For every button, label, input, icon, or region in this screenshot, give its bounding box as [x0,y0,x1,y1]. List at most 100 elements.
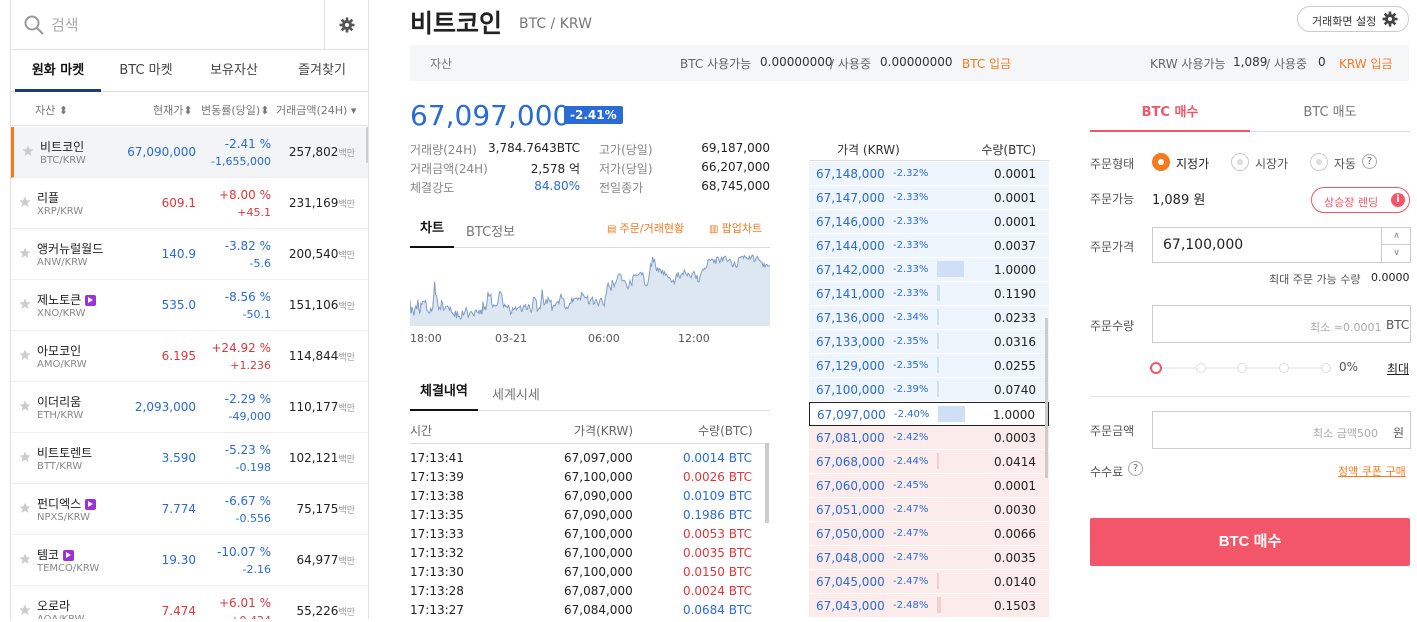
orderbook-row[interactable]: 67,146,000 -2.33% 0.0001 [809,210,1049,234]
coin-row[interactable]: 리플 XRP/KRW 609.1 +8.00 % +45.1 231,169백만 [11,178,368,229]
star-icon[interactable] [22,145,34,157]
tab-krw-market[interactable]: 원화 마켓 [15,50,101,92]
col-price[interactable]: 현재가⬍ [153,104,193,117]
star-icon[interactable] [19,247,31,259]
search-input[interactable] [51,12,311,38]
orderbook-row[interactable]: 67,148,000 -2.32% 0.0001 [809,162,1049,186]
tab-trades[interactable]: 체결내역 [410,377,478,411]
orderbook-row[interactable]: 67,048,000 -2.47% 0.0035 [809,546,1049,570]
orderbook-row[interactable]: 67,068,000 -2.44% 0.0414 [809,450,1049,474]
orderbook-row[interactable]: 67,045,000 -2.47% 0.0140 [809,570,1049,594]
star-icon[interactable] [19,502,31,514]
ob-qty: 0.0740 [994,383,1036,397]
popup-chart-link[interactable]: ▥ 팝업차트 [709,220,762,236]
orderbook-row[interactable]: 67,043,000 -2.48% 0.1503 [809,594,1049,618]
trade-time: 17:13:28 [410,584,464,598]
gear-icon [1382,11,1398,27]
coin-row[interactable]: 이더리움 ETH/KRW 2,093,000 -2.29 % -49,000 1… [11,382,368,433]
order-price-field[interactable]: 67,100,000 ∧ ∨ [1152,227,1411,263]
tab-sell[interactable]: BTC 매도 [1303,105,1357,120]
trades-scrollbar[interactable] [765,443,769,523]
order-price-label: 주문가격 [1090,240,1135,254]
tab-btc-market[interactable]: BTC 마켓 [119,63,173,78]
order-qty-field[interactable]: 최소 ≈0.0001 BTC [1152,305,1411,343]
star-icon[interactable] [19,196,31,208]
orderbook-scrollbar[interactable] [1045,318,1048,478]
tab-btc-info[interactable]: BTC정보 [466,225,516,240]
col-change[interactable]: 변동률(당일)⬍ [201,104,270,117]
coin-symbol: TEMCO/KRW [37,563,100,574]
orderbook-row[interactable]: 67,144,000 -2.33% 0.0037 [809,234,1049,258]
orderbook-row[interactable]: 67,081,000 -2.42% 0.0003 [809,426,1049,450]
tab-world-price[interactable]: 세계시세 [492,388,540,403]
price-chart[interactable] [410,250,770,326]
ob-change: -2.33% [893,216,929,227]
orderbook-row[interactable]: 67,097,000 -2.40% 1.0000 [809,402,1049,426]
ob-col-price: 가격 (KRW) [837,143,900,157]
buy-submit-button[interactable]: BTC 매수 [1090,518,1410,566]
coin-row[interactable]: 앵커뉴럴월드 ANW/KRW 140.9 -3.82 % -5.6 200,54… [11,229,368,280]
slider-stop-100[interactable] [1321,363,1331,373]
radio-auto[interactable] [1310,153,1328,171]
col-volume[interactable]: 거래금액(24H) ▾ [276,104,357,117]
screen-settings-label: 거래화면 설정 [1312,15,1377,28]
coupon-link[interactable]: 정액 쿠폰 구매 [1338,465,1406,478]
krw-deposit-link[interactable]: KRW 입금 [1339,57,1393,71]
star-icon[interactable] [19,553,31,565]
star-icon[interactable] [19,298,31,310]
orderbook-row[interactable]: 67,141,000 -2.33% 0.1190 [809,282,1049,306]
tab-chart[interactable]: 차트 [410,214,454,248]
coin-row[interactable]: 제노토큰 XNO/KRW 535.0 -8.56 % -50.1 151,106… [11,280,368,331]
tab-favorites[interactable]: 즐겨찾기 [298,63,346,78]
lending-button[interactable]: 상승장 렌딩 i [1311,187,1410,213]
orderbook-row[interactable]: 67,100,000 -2.39% 0.0740 [809,378,1049,402]
price-down-button[interactable]: ∨ [1381,245,1411,262]
max-button[interactable]: 최대 [1387,362,1410,376]
orderbook-row[interactable]: 67,142,000 -2.33% 1.0000 [809,258,1049,282]
star-icon[interactable] [19,349,31,361]
tab-buy[interactable]: BTC 매수 [1090,96,1250,132]
asset-bar: 자산 BTC 사용가능 0.00000000 / 사용중 0.00000000 … [410,45,1409,81]
slider-stop-50[interactable] [1237,363,1247,373]
coin-row[interactable]: 템코 TEMCO/KRW 19.30 -10.07 % -2.16 64,977… [11,535,368,586]
list-icon: ▤ [607,224,620,235]
btc-deposit-link[interactable]: BTC 입금 [962,57,1012,71]
trade-row: 17:13:27 67,084,000 0.0684 BTC [410,603,770,622]
qty-bar [938,406,965,422]
orderbook-row[interactable]: 67,133,000 -2.35% 0.0316 [809,330,1049,354]
star-icon[interactable] [19,451,31,463]
order-amount-field[interactable]: 최소 금액500 원 [1152,411,1411,449]
coin-row[interactable]: 펀디엑스 NPXS/KRW 7.774 -6.67 % -0.556 75,17… [11,484,368,535]
coin-row[interactable]: 비트코인 BTC/KRW 67,090,000 -2.41 % -1,655,0… [11,127,368,178]
market-scrollbar[interactable] [366,127,368,163]
orderbook-row[interactable]: 67,136,000 -2.34% 0.0233 [809,306,1049,330]
orderbook-row[interactable]: 67,050,000 -2.47% 0.0066 [809,522,1049,546]
orderbook-header: 가격 (KRW) 수량(BTC) [809,135,1049,161]
qty-slider-handle[interactable] [1150,362,1162,374]
star-icon[interactable] [19,400,31,412]
search-settings-button[interactable] [324,0,368,50]
coin-row[interactable]: 비트토렌트 BTT/KRW 3.590 -5.23 % -0.198 102,1… [11,433,368,484]
orderbook-row[interactable]: 67,147,000 -2.33% 0.0001 [809,186,1049,210]
stat-label-2: 전일종가 [599,181,644,195]
orderbook-row[interactable]: 67,051,000 -2.47% 0.0030 [809,498,1049,522]
radio-market[interactable] [1231,153,1249,171]
screen-settings-button[interactable]: 거래화면 설정 [1297,6,1409,32]
col-asset[interactable]: 자산 ⬍ [35,104,68,117]
orderbook-row[interactable]: 67,129,000 -2.35% 0.0255 [809,354,1049,378]
orderbook-row[interactable]: 67,060,000 -2.45% 0.0001 [809,474,1049,498]
tab-holdings[interactable]: 보유자산 [210,63,258,78]
ob-qty: 0.0035 [994,551,1036,565]
slider-stop-75[interactable] [1279,363,1289,373]
star-icon[interactable] [19,604,31,616]
help-icon[interactable]: ? [1362,154,1377,169]
slider-stop-25[interactable] [1196,363,1206,373]
price-up-button[interactable]: ∧ [1381,228,1411,245]
radio-limit[interactable] [1152,153,1170,171]
coin-row[interactable]: 오로라 AOA/KRW 7.474 +6.01 % +0.424 55,226백… [11,586,368,619]
fee-help-icon[interactable]: ? [1128,461,1143,476]
order-price-value: 67,100,000 [1163,237,1244,253]
stat-label-2: 고가(당일) [599,143,653,157]
coin-row[interactable]: 아모코인 AMO/KRW 6.195 +24.92 % +1.236 114,8… [11,331,368,382]
orders-status-link[interactable]: ▤ 주문/거래현황 [607,220,684,236]
